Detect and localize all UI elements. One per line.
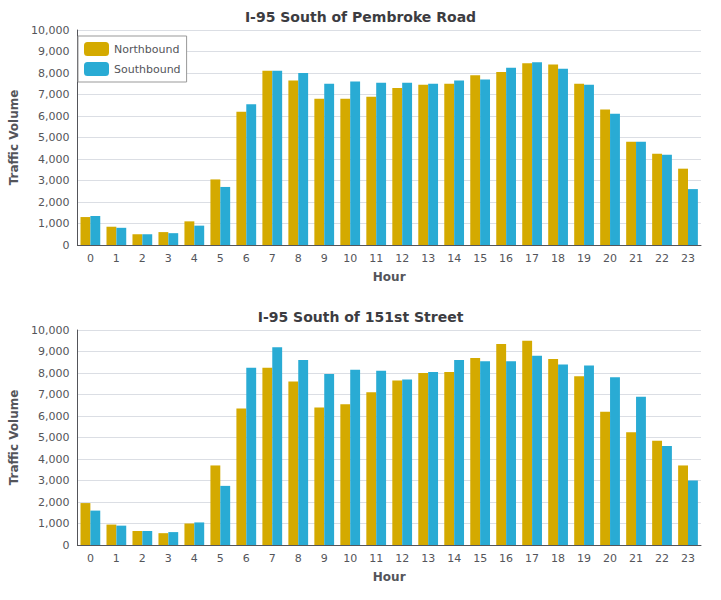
svg-text:9: 9 [321, 552, 328, 565]
svg-text:1,000: 1,000 [38, 217, 70, 230]
svg-text:I-95 South of Pembroke Road: I-95 South of Pembroke Road [245, 9, 476, 25]
svg-text:18: 18 [551, 552, 565, 565]
svg-text:8,000: 8,000 [38, 67, 70, 80]
svg-text:3: 3 [165, 252, 172, 265]
svg-text:3: 3 [165, 552, 172, 565]
svg-text:14: 14 [447, 252, 461, 265]
svg-text:Southbound: Southbound [114, 63, 181, 76]
svg-text:5,000: 5,000 [38, 131, 70, 144]
svg-text:1,000: 1,000 [38, 517, 70, 530]
svg-text:5,000: 5,000 [38, 431, 70, 444]
svg-text:10,000: 10,000 [31, 24, 70, 37]
svg-text:0: 0 [87, 252, 94, 265]
svg-text:Hour: Hour [373, 270, 406, 284]
svg-text:14: 14 [447, 552, 461, 565]
svg-text:0: 0 [87, 552, 94, 565]
svg-text:21: 21 [629, 252, 643, 265]
svg-text:18: 18 [551, 252, 565, 265]
svg-text:2,000: 2,000 [38, 496, 70, 509]
svg-text:5: 5 [217, 552, 224, 565]
svg-text:20: 20 [603, 252, 617, 265]
svg-text:17: 17 [525, 252, 539, 265]
svg-text:19: 19 [577, 252, 591, 265]
svg-text:15: 15 [473, 552, 487, 565]
svg-text:9: 9 [321, 252, 328, 265]
svg-text:12: 12 [395, 252, 409, 265]
svg-text:0: 0 [62, 239, 69, 252]
svg-text:4,000: 4,000 [38, 153, 70, 166]
svg-text:8: 8 [295, 252, 302, 265]
svg-text:6: 6 [243, 252, 250, 265]
svg-text:2: 2 [139, 552, 146, 565]
svg-text:1: 1 [113, 552, 120, 565]
svg-text:21: 21 [629, 552, 643, 565]
svg-text:3,000: 3,000 [38, 474, 70, 487]
svg-text:7,000: 7,000 [38, 388, 70, 401]
svg-text:8,000: 8,000 [38, 367, 70, 380]
svg-text:13: 13 [421, 552, 435, 565]
svg-text:23: 23 [681, 552, 695, 565]
svg-text:17: 17 [525, 552, 539, 565]
svg-text:22: 22 [655, 252, 669, 265]
svg-text:5: 5 [217, 252, 224, 265]
svg-text:13: 13 [421, 252, 435, 265]
svg-text:7,000: 7,000 [38, 88, 70, 101]
svg-text:10,000: 10,000 [31, 324, 70, 337]
svg-text:6: 6 [243, 552, 250, 565]
svg-text:I-95 South of 151st Street: I-95 South of 151st Street [258, 309, 464, 325]
svg-text:2: 2 [139, 252, 146, 265]
svg-text:11: 11 [369, 552, 383, 565]
svg-text:11: 11 [369, 252, 383, 265]
svg-text:9,000: 9,000 [38, 345, 70, 358]
svg-text:12: 12 [395, 552, 409, 565]
svg-text:0: 0 [62, 539, 69, 552]
svg-text:8: 8 [295, 552, 302, 565]
svg-text:4,000: 4,000 [38, 453, 70, 466]
svg-text:7: 7 [269, 252, 276, 265]
svg-text:Traffic Volume: Traffic Volume [7, 390, 21, 486]
svg-text:Hour: Hour [373, 570, 406, 584]
svg-text:20: 20 [603, 552, 617, 565]
svg-text:10: 10 [343, 552, 357, 565]
svg-text:16: 16 [499, 552, 513, 565]
svg-text:7: 7 [269, 552, 276, 565]
svg-text:19: 19 [577, 552, 591, 565]
svg-text:4: 4 [191, 552, 198, 565]
svg-text:22: 22 [655, 552, 669, 565]
svg-text:6,000: 6,000 [38, 410, 70, 423]
svg-text:15: 15 [473, 252, 487, 265]
svg-text:1: 1 [113, 252, 120, 265]
svg-text:2,000: 2,000 [38, 196, 70, 209]
svg-text:3,000: 3,000 [38, 174, 70, 187]
svg-text:4: 4 [191, 252, 198, 265]
svg-text:10: 10 [343, 252, 357, 265]
svg-text:23: 23 [681, 252, 695, 265]
svg-text:9,000: 9,000 [38, 45, 70, 58]
svg-text:Traffic Volume: Traffic Volume [7, 90, 21, 186]
svg-text:6,000: 6,000 [38, 110, 70, 123]
svg-text:Northbound: Northbound [114, 43, 179, 56]
svg-text:16: 16 [499, 252, 513, 265]
